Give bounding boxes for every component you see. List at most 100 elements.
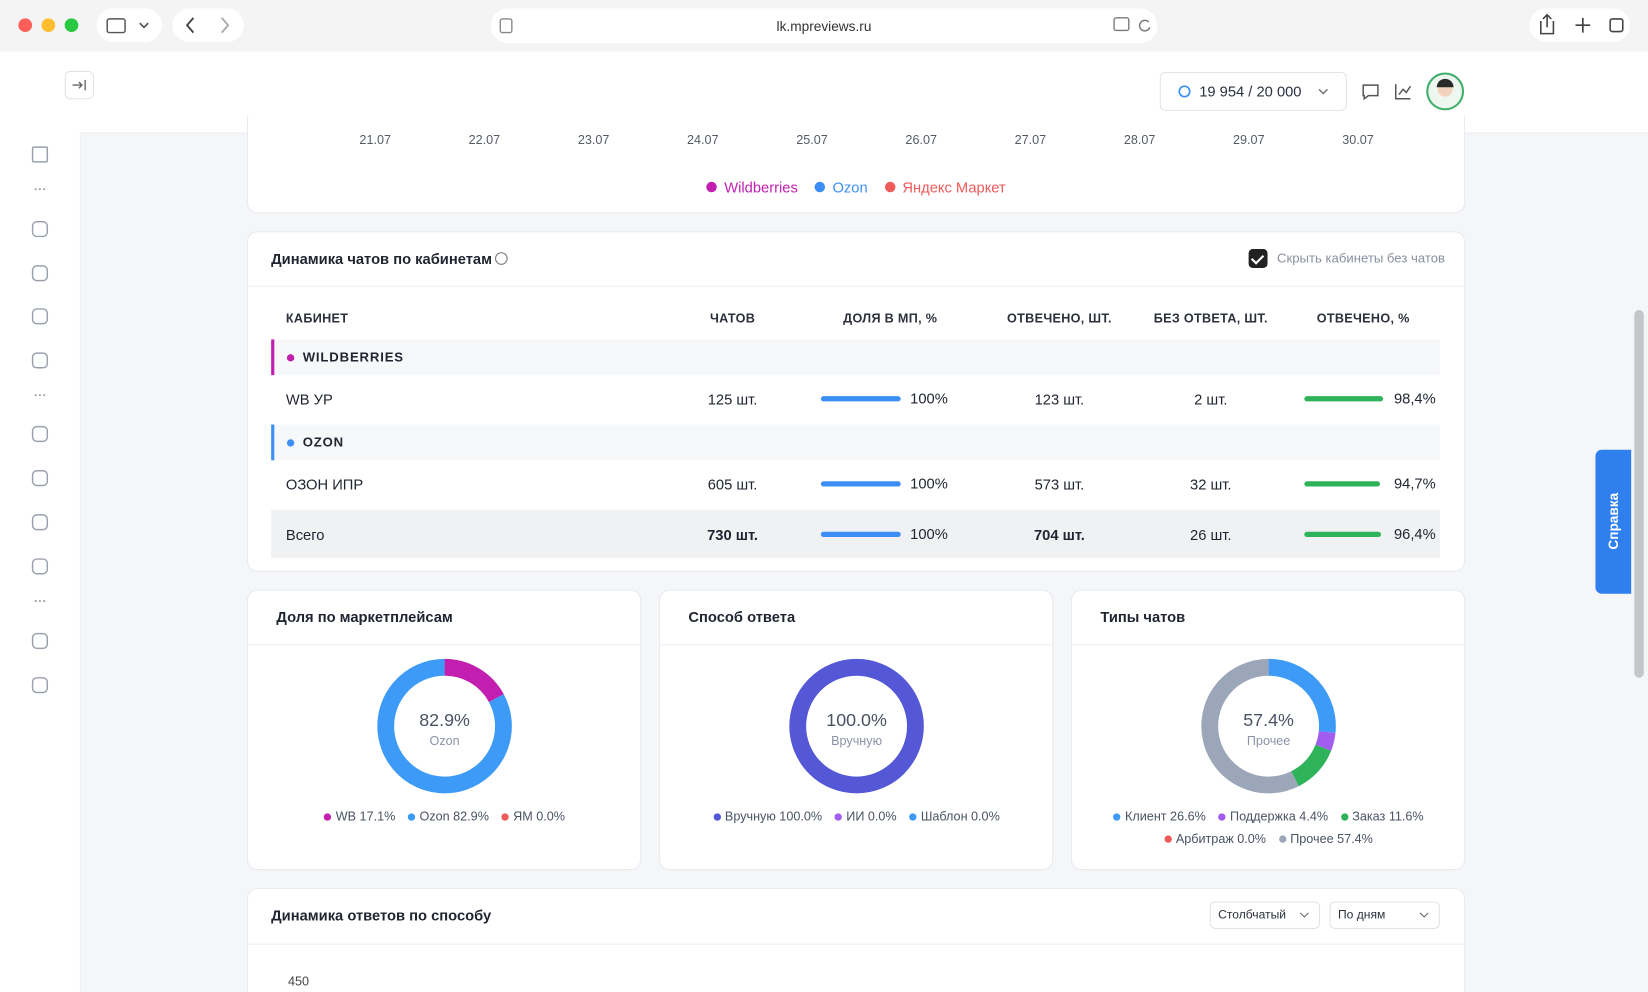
x-tick-label: 27.07 [1014, 132, 1047, 148]
select[interactable] [1329, 901, 1440, 929]
legend-item[interactable]: Ozon [814, 178, 868, 196]
header-icons [64, 70, 1465, 111]
cell-answered: 123 шт. [1034, 390, 1085, 408]
balance-box[interactable] [1159, 71, 1347, 111]
donut [789, 658, 924, 794]
sidebar-toggle[interactable] [96, 8, 162, 43]
answered-bar [1304, 396, 1383, 402]
divider [248, 943, 1465, 945]
share-bar [820, 481, 901, 487]
group-bar [271, 424, 275, 461]
nav-icon[interactable] [31, 514, 49, 531]
nav-icon[interactable] [31, 632, 49, 650]
checkbox-label[interactable]: Скрыть кабинеты без чатов [1276, 251, 1446, 266]
column-header: ОТВЕЧЕНО, ШТ. [1007, 311, 1112, 326]
donut-legend-item[interactable]: WB 17.1% [324, 809, 395, 824]
select[interactable] [1209, 901, 1321, 929]
legend-item[interactable]: Wildberries [706, 178, 798, 196]
donut [1201, 658, 1336, 794]
back-arrow[interactable] [185, 17, 195, 34]
nav-icon[interactable] [31, 146, 49, 163]
forward-arrow[interactable] [221, 17, 230, 34]
nav-icon[interactable] [31, 470, 49, 487]
chat-icon[interactable] [1362, 84, 1379, 101]
nav-separator [38, 600, 41, 603]
info-icon[interactable] [495, 252, 508, 265]
legend-dot [909, 812, 917, 821]
url-text[interactable]: lk.mpreviews.ru [776, 18, 872, 35]
nav-icon[interactable] [31, 558, 49, 575]
group-dot [286, 354, 295, 362]
nav-icon[interactable] [31, 308, 49, 325]
donut-legend-item[interactable]: Шаблон 0.0% [909, 809, 1000, 824]
group-dot [286, 439, 295, 447]
donut-legend-item[interactable]: ЯМ 0.0% [501, 809, 565, 824]
page-icon [499, 18, 513, 34]
legend-label: ИИ 0.0% [846, 809, 897, 824]
legend-label: WB 17.1% [335, 809, 396, 824]
nav-buttons[interactable] [172, 8, 244, 43]
stats-icon[interactable] [1395, 84, 1412, 100]
legend-label: Клиент 26.6% [1125, 809, 1206, 824]
cell-answered: 704 шт. [1033, 526, 1085, 544]
donut-legend-item[interactable]: Заказ 11.6% [1340, 809, 1424, 824]
share-icon[interactable] [1540, 13, 1555, 35]
group-name: OZON [302, 435, 345, 450]
top-chart-card [246, 115, 1466, 214]
donut-center-label: Ozon [429, 733, 460, 749]
donut-legend: WB 17.1% Ozon 82.9% ЯМ 0.0% [271, 809, 618, 824]
nav-icon[interactable] [31, 265, 49, 282]
cell-chats: 605 шт. [707, 476, 758, 493]
cell-chats: 730 шт. [707, 526, 759, 544]
nav-icon[interactable] [31, 677, 49, 694]
checkbox[interactable] [1248, 249, 1268, 268]
nav-separator [43, 600, 46, 603]
url-field[interactable] [490, 8, 1158, 44]
card-title: Способ ответа [688, 608, 796, 626]
cell-answered-pct: 94,7% [1393, 474, 1436, 492]
donut-legend-item[interactable]: Поддержка 4.4% [1218, 809, 1328, 824]
new-tab-icon[interactable] [1575, 17, 1591, 33]
nav-icon[interactable] [31, 425, 49, 443]
scrollbar-thumb[interactable] [1634, 310, 1644, 678]
reload-icon[interactable] [1138, 19, 1151, 32]
donut-legend-item[interactable]: Арбитраж 0.0% [1164, 831, 1266, 846]
donut-legend-item[interactable]: Ozon 82.9% [407, 809, 489, 824]
nav-separator [34, 394, 37, 397]
nav-icon[interactable] [31, 352, 49, 369]
donut-legend-item[interactable]: Прочее 57.4% [1278, 831, 1373, 846]
donut-legend-item[interactable]: Вручную 100.0% [713, 809, 822, 824]
translate-icon[interactable] [1113, 17, 1130, 32]
legend-label: Заказ 11.6% [1352, 809, 1424, 824]
y-tick-label: 450 [287, 974, 310, 989]
nav-separator [34, 188, 37, 191]
donut-legend-item[interactable]: ИИ 0.0% [834, 809, 897, 824]
donut-legend: Вручную 100.0% ИИ 0.0% Шаблон 0.0% [683, 809, 1030, 824]
card-title: Динамика чатов по кабинетам [271, 250, 492, 267]
nav-icon[interactable] [31, 220, 49, 238]
legend-label: Поддержка 4.4% [1230, 809, 1329, 824]
help-text[interactable]: Справка [1605, 492, 1622, 550]
answered-bar [1304, 531, 1382, 537]
x-tick-label: 22.07 [468, 132, 501, 148]
close-dot[interactable] [18, 18, 33, 33]
minimize-dot[interactable] [41, 18, 56, 33]
tabs-icon[interactable] [1609, 18, 1624, 33]
legend-item[interactable]: Яндекс Маркет [884, 179, 1006, 195]
legend-label: Арбитраж 0.0% [1175, 831, 1267, 846]
legend-label: Ozon [832, 178, 868, 196]
help-button[interactable] [1595, 449, 1632, 594]
avatar-hair [1436, 78, 1454, 88]
donut-legend-item[interactable]: Клиент 26.6% [1113, 809, 1206, 824]
zoom-dot[interactable] [64, 18, 79, 33]
legend-label: Wildberries [724, 178, 798, 196]
legend-dot [501, 812, 509, 821]
legend-dot [324, 812, 332, 821]
legend: Wildberries Ozon Яндекс Маркет [247, 177, 1465, 198]
card-title: Доля по маркетплейсам [276, 608, 453, 626]
select-value[interactable]: Столбчатый [1218, 908, 1287, 922]
select-value[interactable]: По дням [1337, 908, 1386, 922]
